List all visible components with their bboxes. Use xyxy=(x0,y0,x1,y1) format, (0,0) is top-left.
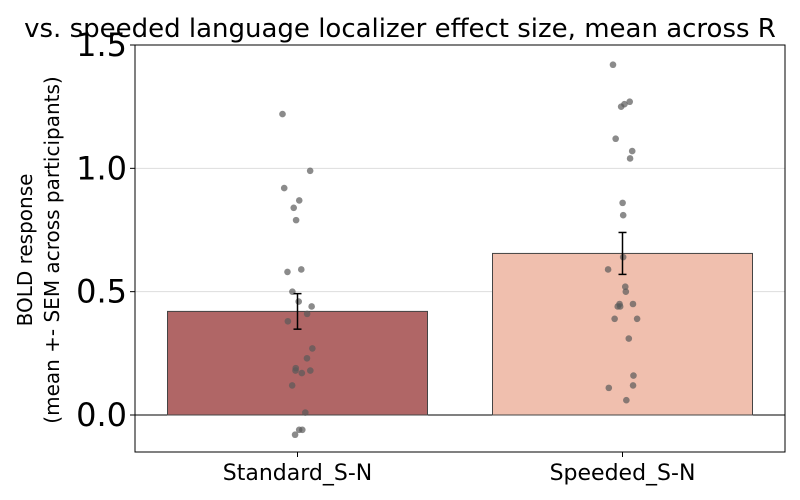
error-bar-Speeded_S-N xyxy=(618,231,627,276)
point-Speeded_S-N-20 xyxy=(630,372,637,379)
point-Standard_S-N-14 xyxy=(303,354,311,362)
point-Speeded_S-N-12 xyxy=(622,288,630,295)
point-Speeded_S-N-22 xyxy=(605,384,613,392)
points xyxy=(279,61,641,439)
error-bar-Standard_S-N xyxy=(293,292,302,330)
point-Standard_S-N-0 xyxy=(279,110,286,118)
y-tick-label-3: 1.5 xyxy=(76,26,127,64)
y-label-line1: BOLD response xyxy=(13,174,37,327)
y-tick-label-1: 0.5 xyxy=(76,273,127,311)
point-Speeded_S-N-6 xyxy=(626,155,634,162)
plot-frame xyxy=(134,44,786,453)
point-Speeded_S-N-8 xyxy=(619,211,627,219)
point-Standard_S-N-9 xyxy=(295,298,302,305)
point-Standard_S-N-10 xyxy=(308,303,315,310)
point-Standard_S-N-3 xyxy=(295,197,303,204)
point-Standard_S-N-13 xyxy=(309,345,316,352)
point-Speeded_S-N-7 xyxy=(619,199,626,207)
y-tick-label-2: 1.0 xyxy=(76,149,127,187)
y-ticks: 0.0 0.5 1.0 1.5 xyxy=(76,26,135,434)
point-Speeded_S-N-23 xyxy=(623,396,630,404)
point-Standard_S-N-18 xyxy=(298,369,306,377)
y-label-line2: (mean +- SEM across participants) xyxy=(40,76,64,423)
point-Standard_S-N-5 xyxy=(292,216,300,224)
point-Speeded_S-N-16 xyxy=(616,303,624,310)
point-Standard_S-N-17 xyxy=(292,367,299,374)
point-Speeded_S-N-11 xyxy=(621,283,629,291)
point-Standard_S-N-23 xyxy=(291,431,299,439)
point-Speeded_S-N-3 xyxy=(617,103,625,110)
point-Standard_S-N-20 xyxy=(302,409,309,416)
point-Standard_S-N-1 xyxy=(306,167,314,175)
point-Standard_S-N-6 xyxy=(297,266,305,273)
point-Speeded_S-N-1 xyxy=(626,98,634,106)
point-Standard_S-N-2 xyxy=(280,184,288,192)
point-Speeded_S-N-19 xyxy=(625,335,633,342)
point-Speeded_S-N-5 xyxy=(628,147,636,155)
point-Speeded_S-N-14 xyxy=(629,300,637,308)
x-tick-label-1: Speeded_S-N xyxy=(550,461,696,486)
y-tick-label-0: 0.0 xyxy=(76,396,127,434)
point-Standard_S-N-4 xyxy=(290,204,298,212)
point-Standard_S-N-16 xyxy=(307,367,314,374)
point-Standard_S-N-7 xyxy=(284,268,291,276)
y-axis-label: BOLD response (mean +- SEM across partic… xyxy=(13,76,64,423)
point-Standard_S-N-12 xyxy=(284,317,292,325)
x-tick-label-0: Standard_S-N xyxy=(223,461,372,486)
point-Speeded_S-N-17 xyxy=(611,315,618,323)
bar-Speeded_S-N xyxy=(492,252,753,416)
point-Speeded_S-N-21 xyxy=(629,382,637,389)
point-Speeded_S-N-0 xyxy=(609,61,617,69)
point-Standard_S-N-22 xyxy=(299,426,306,434)
bars xyxy=(167,252,753,416)
point-Speeded_S-N-10 xyxy=(604,266,612,273)
point-Speeded_S-N-18 xyxy=(633,315,641,323)
x-ticks: Standard_S-N Speeded_S-N xyxy=(223,452,696,486)
point-Standard_S-N-19 xyxy=(288,382,296,389)
point-Standard_S-N-11 xyxy=(303,310,311,318)
chart-title: vs. speeded language localizer effect si… xyxy=(24,14,776,44)
point-Speeded_S-N-4 xyxy=(612,135,619,143)
error-bars xyxy=(293,231,627,330)
